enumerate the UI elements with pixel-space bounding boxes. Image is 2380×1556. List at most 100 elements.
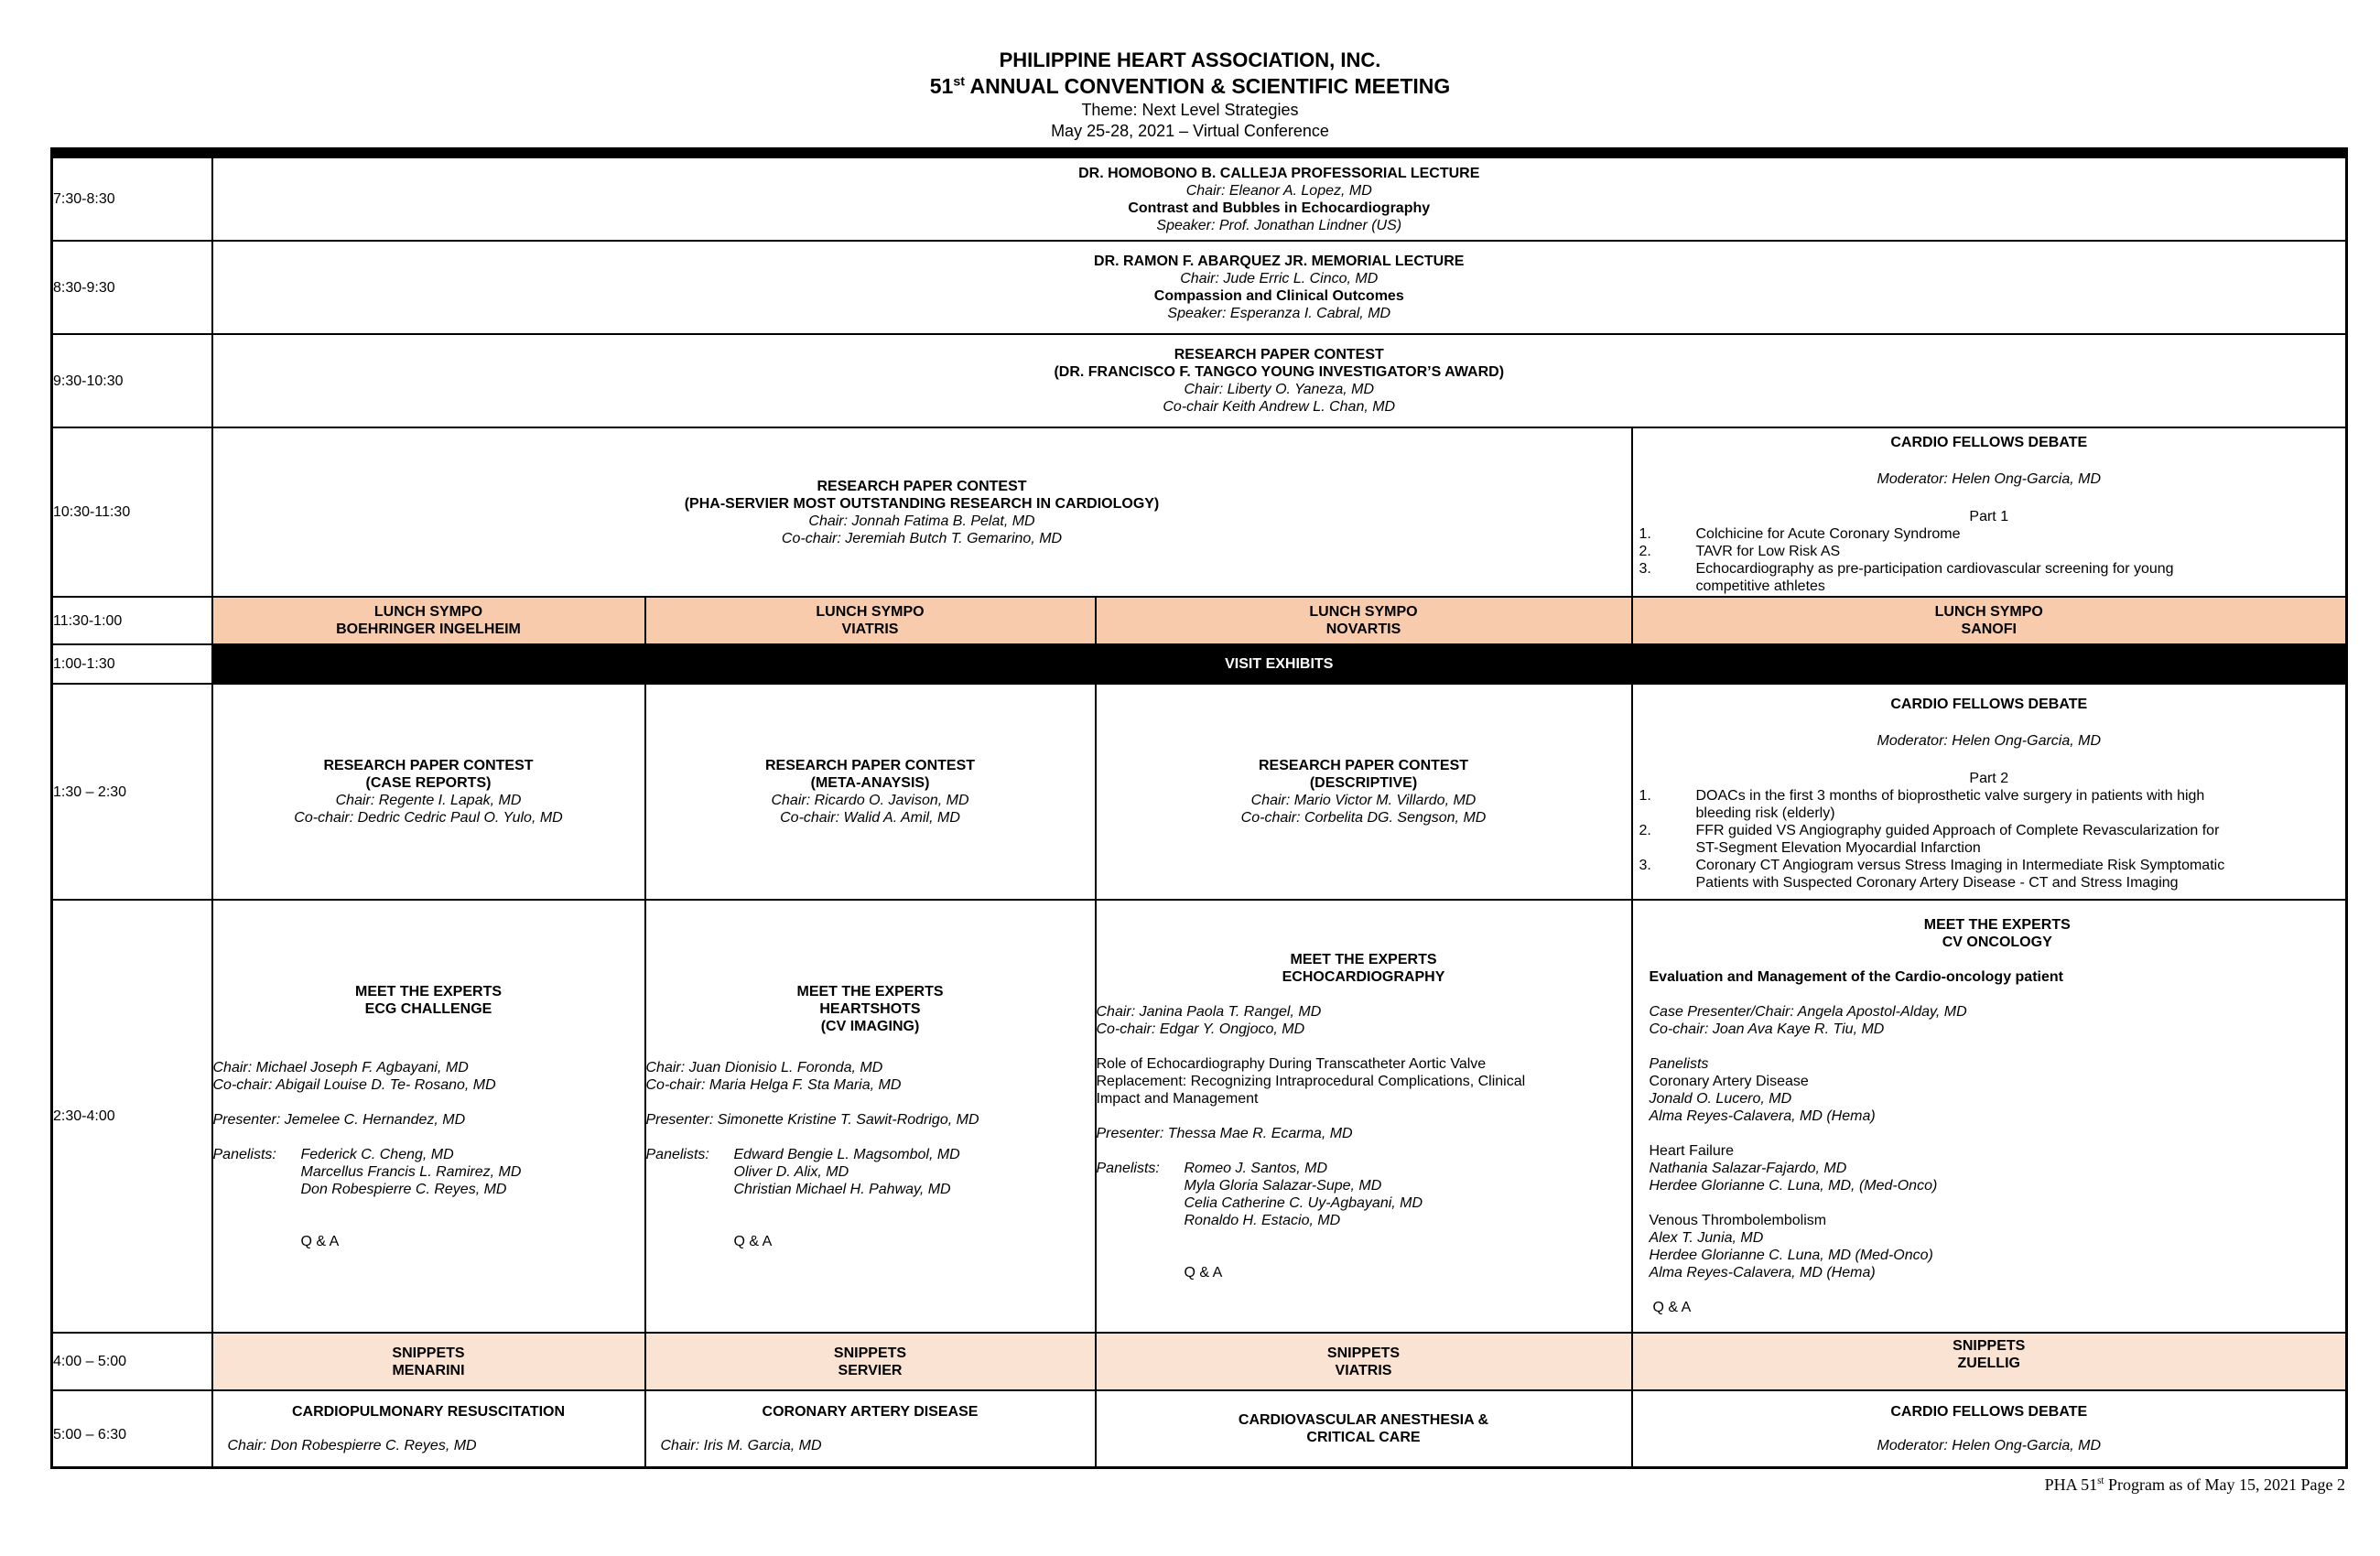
- session-title: CARDIOPULMONARY RESUSCITATION: [291, 1403, 566, 1420]
- date-line: May 25-28, 2021 – Virtual Conference: [1051, 122, 1329, 140]
- list-item: 3. Coronary CT Angiogram versus Stress Im…: [1634, 857, 2345, 891]
- session-title-line: MEET THE EXPERTS: [1923, 917, 2071, 933]
- panelist: Celia Catherine C. Uy-Agbayani, MD: [1184, 1195, 1423, 1211]
- sympo-sponsor: BOEHRINGER INGELHEIM: [336, 621, 521, 637]
- panel-group-title: Coronary Artery Disease: [1649, 1074, 1809, 1089]
- session-title: RESEARCH PAPER CONTEST: [1258, 758, 1469, 773]
- time-cell: 10:30-11:30: [50, 427, 213, 598]
- session-title-line: CRITICAL CARE: [1306, 1429, 1421, 1445]
- session-title-line: ECG CHALLENGE: [364, 1000, 492, 1017]
- table-row: 1:00-1:30 VISIT EXHIBITS: [50, 643, 2348, 685]
- list-item: 1. Colchicine for Acute Coronary Syndrome: [1634, 525, 2345, 543]
- time-cell: 9:30-10:30: [50, 333, 213, 428]
- table-row: 2:30-4:00 MEET THE EXPERTS ECG CHALLENGE…: [50, 899, 2348, 1334]
- sympo-sponsor: VIATRIS: [841, 621, 899, 637]
- session-chair: Chair: Regente I. Lapak, MD: [335, 793, 522, 808]
- session-cochair: Co-chair: Joan Ava Kaye R. Tiu, MD: [1649, 1021, 1885, 1037]
- panelist: Alma Reyes-Calavera, MD (Hema): [1649, 1108, 1876, 1124]
- panel-group-title: Heart Failure: [1649, 1143, 1734, 1159]
- item-text: Coronary CT Angiogram versus Stress Imag…: [1695, 858, 2225, 891]
- session-title: RESEARCH PAPER CONTEST: [817, 478, 1027, 494]
- debate-topic-list: 1. Colchicine for Acute Coronary Syndrome…: [1634, 525, 2345, 595]
- table-row: 7:30-8:30 DR. HOMOBONO B. CALLEJA PROFES…: [50, 152, 2348, 242]
- session-abarquez-lecture: DR. RAMON F. ABARQUEZ JR. MEMORIAL LECTU…: [211, 240, 2348, 335]
- table-row: 4:00 – 5:00 SNIPPETS MENARINI SNIPPETS S…: [50, 1332, 2348, 1391]
- qa-label: Q & A: [300, 1233, 340, 1249]
- item-number: 2.: [1639, 543, 1651, 559]
- session-title: MEET THE EXPERTS CV ONCOLOGY: [1650, 916, 2345, 951]
- footer-text: Program as of May 15, 2021 Page 2: [2104, 1475, 2345, 1494]
- session-topic: Compassion and Clinical Outcomes: [1153, 288, 1404, 304]
- list-item: 1. DOACs in the first 3 months of biopros…: [1634, 787, 2345, 822]
- panelist: Nathania Salazar-Fajardo, MD: [1649, 1161, 1847, 1176]
- spacer: [1098, 1108, 1630, 1125]
- session-chair: Chair: Mario Victor M. Villardo, MD: [1250, 793, 1477, 808]
- panelists-block: Panelists: Edward Bengie L. Magsombol, M…: [647, 1146, 1094, 1198]
- session-speaker: Speaker: Esperanza I. Cabral, MD: [1167, 306, 1391, 321]
- session-title: DR. RAMON F. ABARQUEZ JR. MEMORIAL LECTU…: [1094, 254, 1465, 269]
- snippets-viatris: SNIPPETS VIATRIS: [1094, 1332, 1633, 1391]
- panelists-label: Panelists: [1649, 1056, 1709, 1072]
- sympo-label: LUNCH SYMPO: [1934, 604, 2043, 620]
- spacer: [214, 1094, 644, 1111]
- org-name: PHILIPPINE HEART ASSOCIATION, INC.: [999, 49, 1381, 71]
- panelist: Herdee Glorianne C. Luna, MD (Med-Onco): [1649, 1248, 1933, 1263]
- session-title: DR. HOMOBONO B. CALLEJA PROFESSORIAL LEC…: [1078, 165, 1480, 181]
- session-title-line: (CV IMAGING): [820, 1018, 920, 1034]
- session-topic: Contrast and Bubbles in Echocardiography: [1128, 200, 1431, 216]
- page-footer: PHA 51st Program as of May 15, 2021 Page…: [0, 1475, 2345, 1495]
- spacer: [214, 1129, 644, 1146]
- session-calleja-lecture: DR. HOMOBONO B. CALLEJA PROFESSORIAL LEC…: [211, 152, 2348, 242]
- session-presenter: Presenter: Simonette Kristine T. Sawit-R…: [645, 1111, 979, 1128]
- session-mte-ecg-challenge: MEET THE EXPERTS ECG CHALLENGE Chair: Mi…: [211, 899, 646, 1334]
- snippets-sponsor: VIATRIS: [1335, 1362, 1392, 1378]
- session-title: RESEARCH PAPER CONTEST: [764, 758, 976, 773]
- table-row: 10:30-11:30 RESEARCH PAPER CONTEST (PHA-…: [50, 427, 2348, 598]
- panel-group-title: Venous Thrombolembolism: [1649, 1213, 1827, 1228]
- panelist: Herdee Glorianne C. Luna, MD, (Med-Onco): [1649, 1178, 1938, 1194]
- session-topic: Evaluation and Management of the Cardio-…: [1649, 969, 2063, 985]
- spacer: [214, 1018, 644, 1042]
- session-cochair: Co-chair: Dedric Cedric Paul O. Yulo, MD: [294, 810, 563, 826]
- qa-label: Q & A: [733, 1233, 773, 1249]
- session-title-line: ECHOCARDIOGRAPHY: [1282, 969, 1445, 985]
- panelists-block: Panelists: Federick C. Cheng, MD Marcell…: [214, 1146, 644, 1198]
- session-title-line: MEET THE EXPERTS: [354, 983, 503, 1000]
- qa-label: Q & A: [1652, 1300, 1692, 1315]
- time-cell: 11:30-1:00: [50, 596, 213, 645]
- session-title: MEET THE EXPERTS ECHOCARDIOGRAPHY: [1098, 951, 1630, 986]
- session-chair: Chair: Ricardo O. Javison, MD: [771, 793, 969, 808]
- footer-text: PHA 51: [2044, 1475, 2098, 1494]
- session-presenter: Presenter: Jemelee C. Hernandez, MD: [212, 1111, 466, 1128]
- session-cardio-fellows-debate-part1: CARDIO FELLOWS DEBATE Moderator: Helen O…: [1630, 427, 2348, 598]
- theme-line: Theme: Next Level Strategies: [1081, 101, 1299, 119]
- snippets-label: SNIPPETS: [1953, 1338, 2026, 1354]
- session-cochair: Co-chair: Edgar Y. Ongjoco, MD: [1096, 1021, 1305, 1037]
- debate-part-label: Part 2: [1969, 771, 2009, 786]
- session-cardio-fellows-debate-evening: CARDIO FELLOWS DEBATE Moderator: Helen O…: [1630, 1389, 2348, 1468]
- list-item: 3. Echocardiography as pre-participation …: [1634, 560, 2345, 595]
- session-cochair: Co-chair: Maria Helga F. Sta Maria, MD: [645, 1076, 902, 1093]
- footer-sup: st: [2097, 1475, 2104, 1486]
- session-mte-echocardiography: MEET THE EXPERTS ECHOCARDIOGRAPHY Chair:…: [1094, 899, 1633, 1334]
- time-cell: 5:00 – 6:30: [50, 1389, 213, 1468]
- debate-part-label: Part 1: [1969, 508, 2009, 524]
- item-number: 2.: [1639, 823, 1651, 838]
- spacer: [1650, 951, 2345, 968]
- snippets-label: SNIPPETS: [392, 1345, 465, 1361]
- item-number: 1.: [1639, 525, 1651, 542]
- snippets-label: SNIPPETS: [1326, 1345, 1401, 1361]
- spacer: [647, 1129, 1094, 1146]
- table-row: 1:30 – 2:30 RESEARCH PAPER CONTEST (CASE…: [50, 683, 2348, 901]
- time-cell: 4:00 – 5:00: [50, 1332, 213, 1391]
- time-cell: 7:30-8:30: [50, 152, 213, 242]
- session-research-contest-case-reports: RESEARCH PAPER CONTEST (CASE REPORTS) Ch…: [211, 683, 646, 901]
- table-row: 9:30-10:30 RESEARCH PAPER CONTEST (DR. F…: [50, 333, 2348, 428]
- session-cochair: Co-chair: Jeremiah Butch T. Gemarino, MD: [781, 530, 1063, 546]
- session-chair: Chair: Don Robespierre C. Reyes, MD: [227, 1437, 477, 1453]
- spacer: [1650, 986, 2345, 1003]
- time-cell: 1:00-1:30: [50, 643, 213, 685]
- session-title: CORONARY ARTERY DISEASE: [762, 1403, 979, 1420]
- lunch-sympo-boehringer: LUNCH SYMPO BOEHRINGER INGELHEIM: [211, 596, 646, 645]
- snippets-menarini: SNIPPETS MENARINI: [211, 1332, 646, 1391]
